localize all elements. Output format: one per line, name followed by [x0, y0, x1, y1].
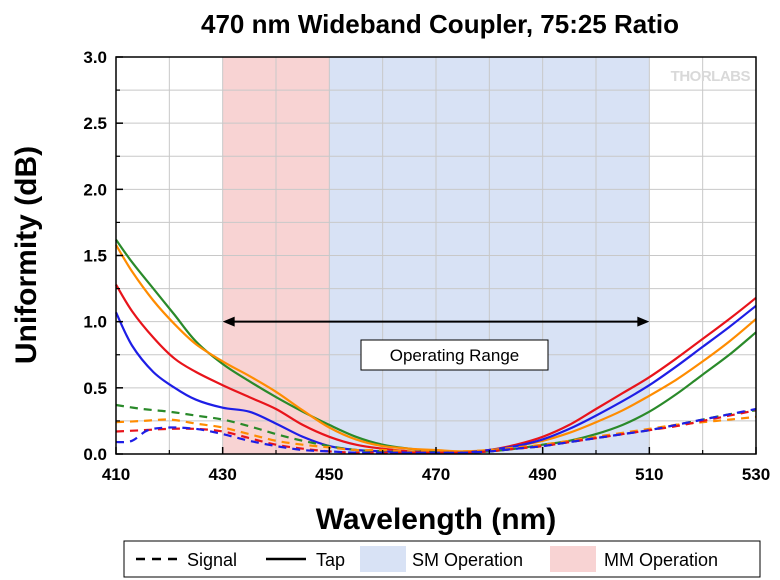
x-tick-label: 410: [102, 465, 130, 484]
axis-ticks: 410 430 450 470 490 510 530 0.0 0.5 1.0 1.5 2.0 2.5 3…: [83, 48, 770, 484]
legend-mm-label: MM Operation: [604, 550, 718, 570]
y-tick-label: 2.0: [83, 180, 107, 199]
x-axis-label: Wavelength (nm): [316, 503, 557, 536]
operating-range-box: [360, 339, 549, 371]
signal-series-line-7: [115, 407, 757, 454]
legend: Signal Tap SM Operation MM Operation: [123, 540, 761, 578]
grid: [115, 56, 757, 455]
y-axis-label: Uniformity (dB): [10, 146, 43, 364]
tap-series-line-1: [115, 244, 757, 453]
x-tick-label: 470: [422, 465, 450, 484]
y-tick-label: 1.5: [83, 247, 107, 266]
x-tick-label: 450: [315, 465, 343, 484]
operating-range-label: Operating Range: [390, 346, 519, 365]
y-tick-label: 3.0: [83, 48, 107, 67]
y-tick-label: 1.0: [83, 313, 107, 332]
arrow-head-left: [222, 316, 235, 327]
logo-text: THORLABS: [671, 68, 751, 85]
x-tick-label: 510: [635, 465, 663, 484]
x-tick-label: 430: [208, 465, 236, 484]
thorlabs-logo: THORLABS: [671, 68, 751, 85]
arrow-head-right: [637, 316, 650, 327]
legend-mm-swatch: [550, 546, 596, 572]
legend-box: [123, 540, 761, 578]
chart-title: 470 nm Wideband Coupler, 75:25 Ratio: [201, 9, 679, 39]
x-tick-label: 490: [528, 465, 556, 484]
legend-sm-label: SM Operation: [412, 550, 523, 570]
x-tick-label: 530: [742, 465, 770, 484]
operating-range-annotation: Operating Range: [222, 316, 650, 371]
legend-sm-swatch: [360, 546, 406, 572]
y-tick-label: 2.5: [83, 114, 107, 133]
y-tick-label: 0.5: [83, 379, 107, 398]
legend-tap-label: Tap: [316, 550, 345, 570]
legend-signal-label: Signal: [187, 550, 237, 570]
y-tick-label: 0.0: [83, 445, 107, 464]
